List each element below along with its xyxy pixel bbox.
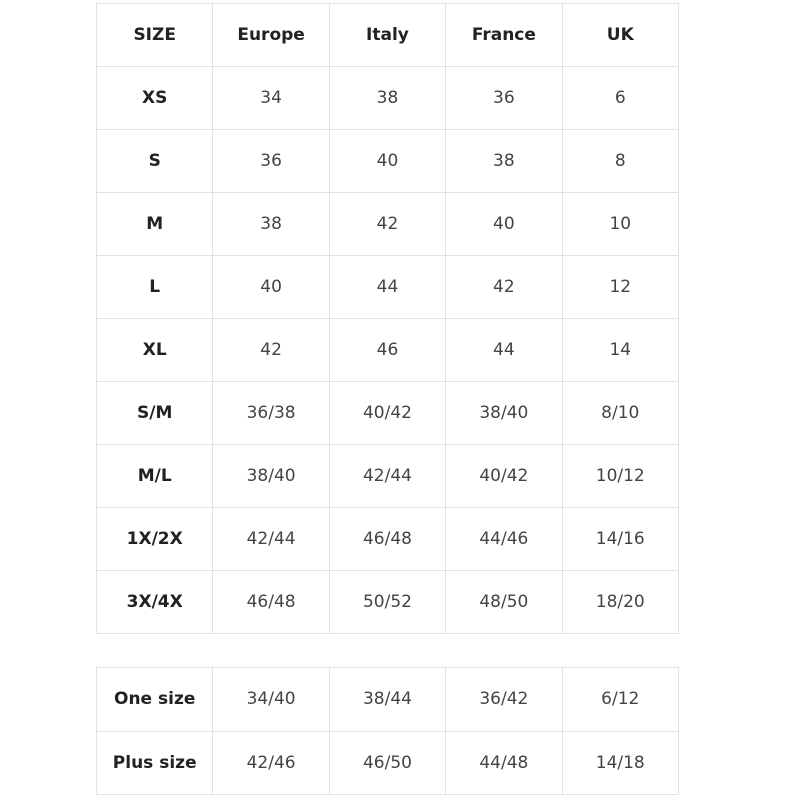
size-value-cell: 40	[328, 129, 447, 193]
size-value-cell: 36	[445, 66, 563, 130]
size-value-cell: 14	[561, 318, 679, 382]
size-value-cell: 46/48	[212, 570, 330, 634]
size-value-cell: 38	[212, 192, 330, 256]
size-chart-table: SIZE Europe Italy France UK XS 34 38 36 6 S 36 40 38 8…	[95, 3, 679, 634]
size-label-cell: M	[95, 192, 214, 256]
size-value-cell: 42/44	[212, 507, 330, 571]
size-label-cell: 1X/2X	[95, 507, 214, 571]
size-value-cell: 34	[212, 66, 330, 130]
size-value-cell: 10	[561, 192, 679, 256]
table-row: Plus size 42/46 46/50 44/48 14/18	[95, 730, 679, 795]
size-value-cell: 42	[445, 255, 563, 319]
size-value-cell: 44/46	[445, 507, 563, 571]
size-value-cell: 44	[445, 318, 563, 382]
size-label-cell: Plus size	[95, 730, 214, 795]
column-header: SIZE	[95, 3, 214, 67]
table-row: M/L 38/40 42/44 40/42 10/12	[95, 444, 679, 508]
size-value-cell: 40	[445, 192, 563, 256]
size-value-cell: 44/48	[445, 730, 563, 795]
size-value-cell: 36	[212, 129, 330, 193]
size-value-cell: 34/40	[212, 667, 330, 732]
size-value-cell: 42	[328, 192, 447, 256]
table-row: 1X/2X 42/44 46/48 44/46 14/16	[95, 507, 679, 571]
size-value-cell: 42	[212, 318, 330, 382]
size-value-cell: 38	[445, 129, 563, 193]
size-label-cell: S	[95, 129, 214, 193]
column-header: Europe	[212, 3, 330, 67]
table-row: XS 34 38 36 6	[95, 66, 679, 130]
size-value-cell: 8	[561, 129, 679, 193]
size-value-cell: 14/18	[561, 730, 679, 795]
size-label-cell: S/M	[95, 381, 214, 445]
size-value-cell: 46/48	[328, 507, 447, 571]
column-header: UK	[561, 3, 679, 67]
size-value-cell: 12	[561, 255, 679, 319]
size-value-cell: 38/44	[328, 667, 447, 732]
size-label-cell: 3X/4X	[95, 570, 214, 634]
size-label-cell: M/L	[95, 444, 214, 508]
size-value-cell: 18/20	[561, 570, 679, 634]
size-value-cell: 44	[328, 255, 447, 319]
size-value-cell: 6/12	[561, 667, 679, 732]
size-value-cell: 46	[328, 318, 447, 382]
header-row: SIZE Europe Italy France UK	[95, 3, 679, 67]
table-row: One size 34/40 38/44 36/42 6/12	[95, 667, 679, 732]
size-value-cell: 50/52	[328, 570, 447, 634]
size-label-cell: XL	[95, 318, 214, 382]
size-value-cell: 46/50	[328, 730, 447, 795]
size-value-cell: 36/38	[212, 381, 330, 445]
size-value-cell: 42/46	[212, 730, 330, 795]
table-row: S/M 36/38 40/42 38/40 8/10	[95, 381, 679, 445]
size-value-cell: 38	[328, 66, 447, 130]
size-value-cell: 8/10	[561, 381, 679, 445]
size-label-cell: One size	[95, 667, 214, 732]
table-row: 3X/4X 46/48 50/52 48/50 18/20	[95, 570, 679, 634]
size-value-cell: 40	[212, 255, 330, 319]
size-label-cell: XS	[95, 66, 214, 130]
size-label-cell: L	[95, 255, 214, 319]
size-value-cell: 48/50	[445, 570, 563, 634]
column-header: Italy	[328, 3, 447, 67]
size-value-cell: 38/40	[212, 444, 330, 508]
size-value-cell: 40/42	[445, 444, 563, 508]
table-row: M 38 42 40 10	[95, 192, 679, 256]
size-value-cell: 6	[561, 66, 679, 130]
size-value-cell: 38/40	[445, 381, 563, 445]
size-value-cell: 36/42	[445, 667, 563, 732]
size-value-cell: 14/16	[561, 507, 679, 571]
table-row: L 40 44 42 12	[95, 255, 679, 319]
column-header: France	[445, 3, 563, 67]
table-row: S 36 40 38 8	[95, 129, 679, 193]
size-value-cell: 10/12	[561, 444, 679, 508]
special-size-table: One size 34/40 38/44 36/42 6/12 Plus size 42/4…	[95, 667, 679, 795]
size-value-cell: 40/42	[328, 381, 447, 445]
table-row: XL 42 46 44 14	[95, 318, 679, 382]
size-value-cell: 42/44	[328, 444, 447, 508]
